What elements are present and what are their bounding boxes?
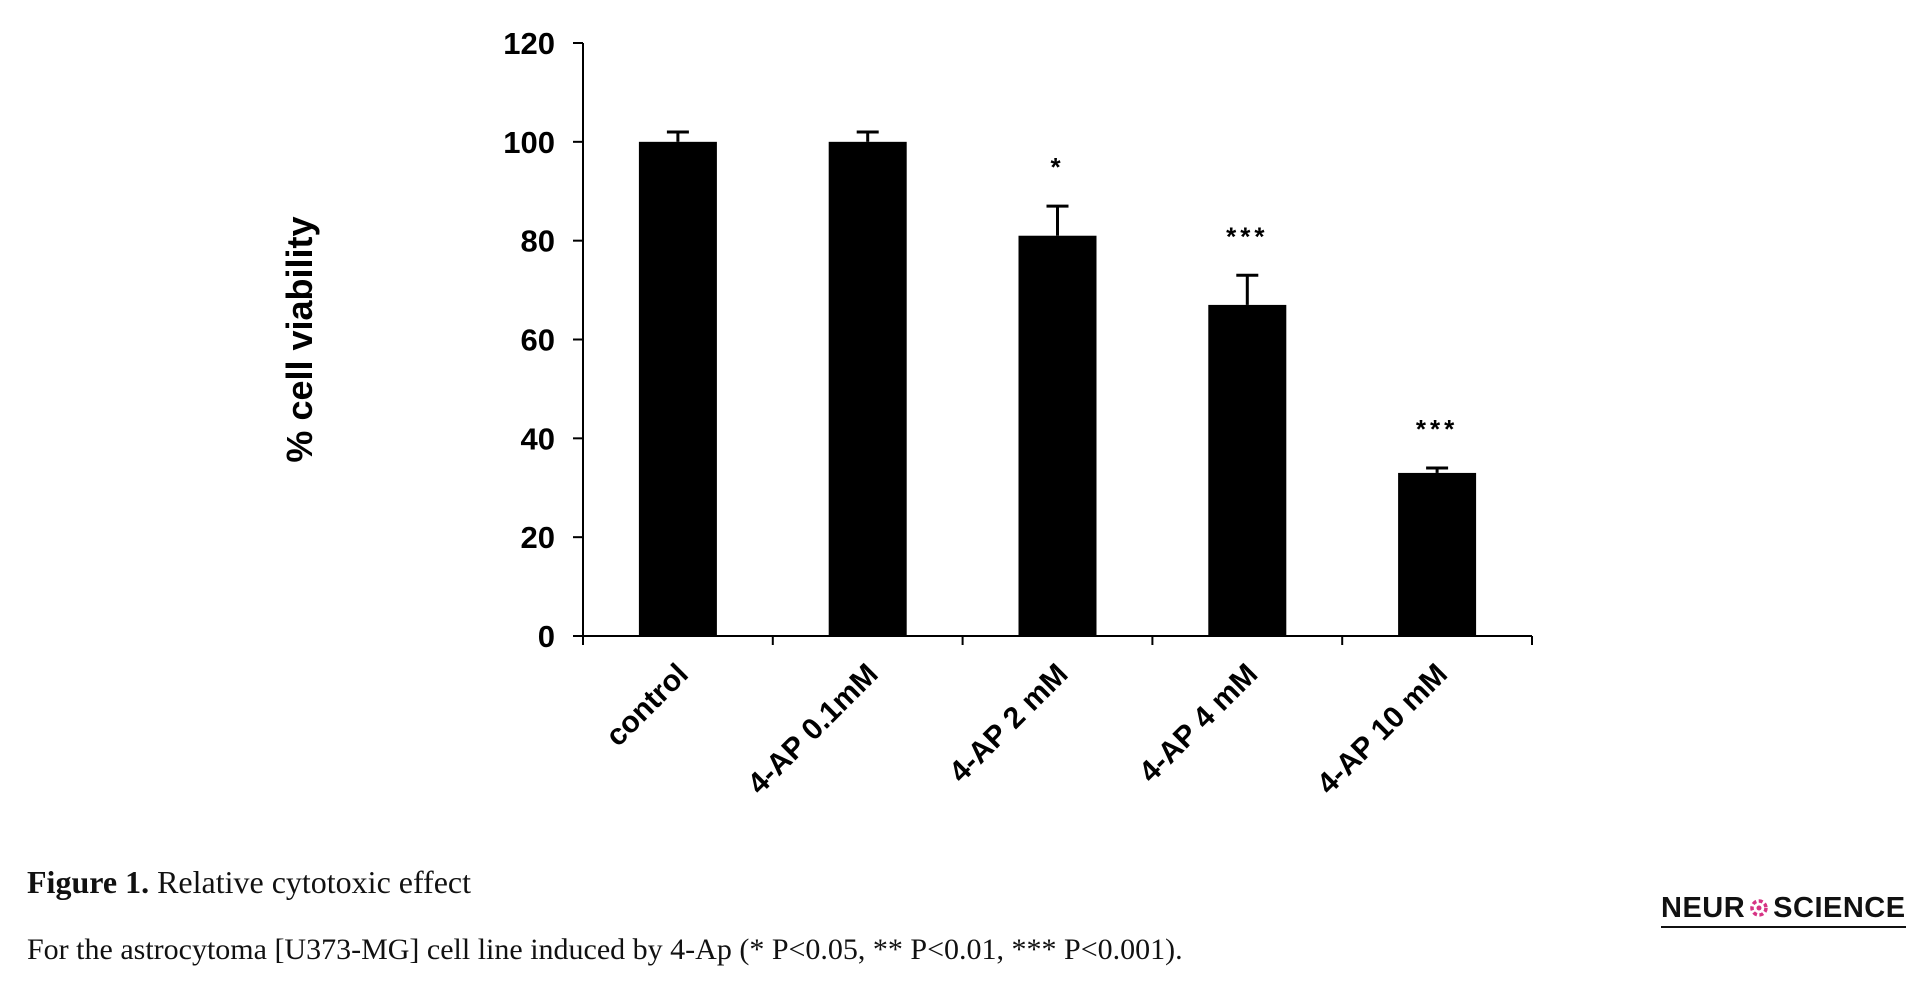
bar-0 <box>638 141 717 637</box>
significance-mark-2: * <box>1050 152 1064 182</box>
y-tick-label: 60 <box>521 323 555 358</box>
significance-mark-4: *** <box>1416 414 1458 444</box>
logo-mark-icon <box>1750 899 1768 917</box>
bar-4 <box>1398 472 1477 636</box>
y-tick-label: 0 <box>538 619 555 654</box>
logo-text-right: SCIENCE <box>1773 892 1906 924</box>
neuroscience-logo: NEUR SCIENCE <box>1661 892 1906 928</box>
y-axis-label: % cell viability <box>279 216 320 462</box>
y-tick-label: 100 <box>503 125 555 160</box>
y-tick-label: 20 <box>521 520 555 555</box>
x-tick-label-0: control <box>600 658 695 753</box>
x-tick-label-3: 4-AP 4 mM <box>1133 658 1264 789</box>
x-tick-label-4: 4-AP 10 mM <box>1311 658 1454 801</box>
x-tick-label-2: 4-AP 2 mM <box>943 658 1074 789</box>
x-tick-label-1: 4-AP 0.1mM <box>741 658 884 801</box>
y-tick-label: 120 <box>503 26 555 61</box>
significance-mark-3: *** <box>1226 221 1268 251</box>
figure-title: Relative cytotoxic effect <box>157 864 471 900</box>
y-tick-label: 40 <box>521 421 555 456</box>
bar-3 <box>1208 304 1287 636</box>
bar-1 <box>828 141 907 637</box>
bar-2 <box>1018 235 1097 636</box>
y-tick-label: 80 <box>521 224 555 259</box>
figure-caption-title: Figure 1. Relative cytotoxic effect <box>27 864 471 901</box>
figure-label: Figure 1. <box>27 864 150 900</box>
figure-caption-text: For the astrocytoma [U373-MG] cell line … <box>27 933 1183 966</box>
logo-text-left: NEUR <box>1661 892 1746 924</box>
